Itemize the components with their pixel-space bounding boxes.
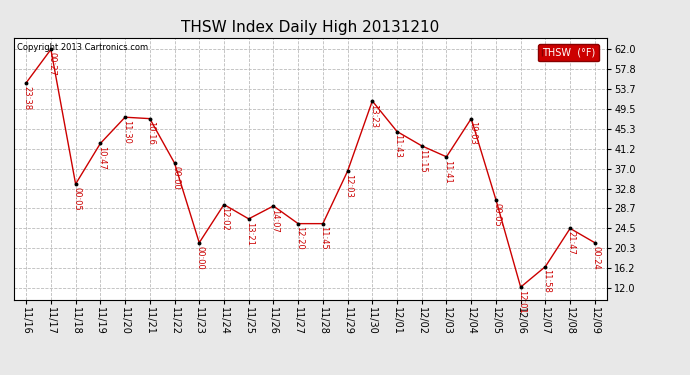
Text: Copyright 2013 Cartronics.com: Copyright 2013 Cartronics.com [17, 43, 148, 52]
Text: 10:16: 10:16 [146, 122, 155, 145]
Text: 11:45: 11:45 [319, 226, 328, 250]
Point [169, 160, 180, 166]
Text: 11:58: 11:58 [542, 269, 551, 293]
Point [119, 114, 130, 120]
Text: 00:24: 00:24 [591, 246, 600, 269]
Text: 00:27: 00:27 [48, 52, 57, 76]
Text: 00:05: 00:05 [72, 187, 81, 210]
Point [540, 264, 551, 270]
Text: 00:00: 00:00 [196, 246, 205, 269]
Point [466, 116, 477, 122]
Point [491, 197, 502, 203]
Point [144, 116, 155, 122]
Text: 13:23: 13:23 [369, 104, 378, 128]
Text: 12:20: 12:20 [295, 226, 304, 250]
Legend: THSW  (°F): THSW (°F) [538, 44, 600, 62]
Point [293, 220, 304, 226]
Point [317, 220, 328, 226]
Text: 12:03: 12:03 [344, 174, 353, 198]
Point [441, 154, 452, 160]
Point [589, 240, 600, 246]
Point [367, 98, 378, 104]
Point [268, 203, 279, 209]
Text: 12:02: 12:02 [221, 207, 230, 231]
Point [243, 216, 254, 222]
Point [70, 181, 81, 187]
Text: 10:47: 10:47 [97, 146, 106, 170]
Text: 21:47: 21:47 [566, 231, 575, 255]
Point [564, 225, 575, 231]
Text: 00:05: 00:05 [493, 202, 502, 226]
Text: 00:00: 00:00 [171, 166, 180, 189]
Point [515, 284, 526, 290]
Point [194, 240, 205, 246]
Text: 13:21: 13:21 [245, 222, 254, 246]
Point [46, 46, 57, 53]
Point [21, 80, 32, 86]
Title: THSW Index Daily High 20131210: THSW Index Daily High 20131210 [181, 20, 440, 35]
Text: 11:30: 11:30 [121, 120, 130, 144]
Text: 19:03: 19:03 [468, 122, 477, 145]
Point [219, 201, 230, 207]
Point [95, 141, 106, 147]
Text: 23:38: 23:38 [23, 86, 32, 110]
Point [342, 168, 353, 174]
Point [416, 143, 427, 149]
Text: 11:41: 11:41 [443, 160, 452, 183]
Text: 11:43: 11:43 [393, 134, 402, 158]
Point [391, 129, 402, 135]
Text: 12:01: 12:01 [518, 290, 526, 314]
Text: 11:15: 11:15 [418, 148, 427, 172]
Text: 14:07: 14:07 [270, 209, 279, 232]
